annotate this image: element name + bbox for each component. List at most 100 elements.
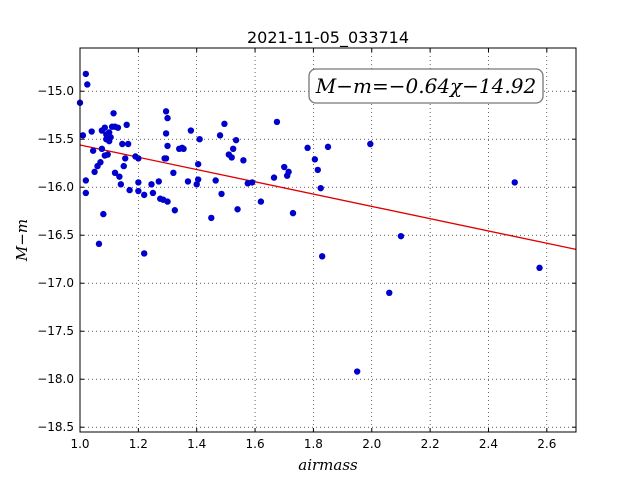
data-point	[317, 184, 324, 192]
data-point	[194, 176, 202, 183]
data-point	[135, 155, 142, 162]
data-point	[289, 209, 297, 217]
data-point	[91, 168, 98, 176]
data-point	[281, 163, 288, 171]
data-point	[184, 178, 192, 185]
data-point	[123, 121, 130, 128]
data-point	[324, 143, 332, 151]
data-point	[240, 157, 247, 164]
x-tick-label: 2.2	[421, 437, 440, 451]
data-point	[386, 289, 393, 296]
fit-annotation: M−m=−0.64χ−14.92	[308, 68, 544, 104]
data-point	[162, 155, 170, 162]
data-point	[311, 156, 319, 163]
annotation-text: M−m=−0.64χ−14.92	[315, 74, 536, 98]
data-point	[84, 81, 91, 88]
x-tick-label: 2.6	[537, 437, 556, 451]
data-point	[111, 169, 119, 176]
data-point	[120, 162, 127, 170]
plot-frame	[79, 47, 577, 433]
data-point	[95, 240, 103, 248]
fit-line	[79, 144, 577, 251]
data-point	[187, 127, 195, 134]
data-point	[107, 134, 114, 141]
x-axis-label: airmass	[298, 456, 358, 474]
y-axis-label: M−m	[13, 219, 31, 262]
x-tick-label: 1.2	[129, 437, 148, 451]
data-points	[76, 70, 543, 375]
data-point	[114, 124, 122, 131]
data-point	[124, 140, 132, 148]
data-point	[110, 110, 117, 117]
data-point	[100, 210, 107, 218]
data-point	[318, 253, 326, 260]
x-tick-label: 1.4	[187, 437, 206, 451]
data-point	[79, 132, 87, 139]
data-point	[511, 179, 518, 186]
data-point	[82, 189, 90, 197]
data-point	[170, 169, 177, 176]
data-point	[164, 114, 171, 122]
annotation-box	[308, 68, 544, 104]
data-point	[116, 173, 123, 180]
x-tick-label: 2.4	[479, 437, 498, 451]
data-point	[536, 264, 543, 272]
data-point	[314, 166, 321, 174]
data-point	[162, 130, 170, 137]
data-point	[194, 160, 202, 168]
data-point	[105, 129, 113, 136]
data-point	[82, 177, 90, 184]
data-point	[193, 181, 200, 188]
data-point	[257, 198, 265, 205]
y-tick-label: −18.5	[37, 420, 74, 434]
y-tick-label: −15.5	[37, 132, 74, 146]
x-tick-label: 1.0	[70, 437, 89, 451]
data-point	[164, 198, 171, 205]
data-point	[196, 136, 203, 143]
data-point	[285, 168, 292, 176]
data-point	[82, 70, 90, 78]
data-point	[367, 140, 374, 148]
data-point	[164, 142, 171, 150]
data-point	[104, 151, 111, 158]
y-tick-label: −16.5	[37, 228, 74, 242]
y-tick-label: −17.5	[37, 324, 74, 338]
data-point	[148, 181, 155, 188]
data-point	[273, 118, 281, 126]
data-point	[140, 191, 148, 199]
data-point	[232, 136, 240, 144]
data-point	[353, 368, 361, 375]
data-point	[126, 186, 133, 194]
y-tick-label: −15.0	[37, 84, 74, 98]
data-point	[135, 187, 142, 195]
data-point	[304, 144, 311, 152]
data-point	[88, 128, 95, 135]
data-point	[229, 145, 237, 152]
data-point	[270, 174, 278, 181]
data-point	[97, 159, 104, 166]
chart-title: 2021-11-05_033714	[247, 28, 409, 48]
data-point	[208, 214, 215, 222]
data-point	[135, 179, 142, 186]
x-tick-label: 1.6	[246, 437, 265, 451]
data-point	[140, 250, 148, 257]
data-point	[98, 145, 106, 152]
data-point	[218, 190, 225, 198]
data-point	[89, 147, 97, 154]
data-point	[117, 181, 125, 188]
data-point	[216, 132, 224, 139]
data-point	[212, 177, 219, 184]
data-point	[228, 154, 235, 161]
x-tick-label: 2.0	[362, 437, 381, 451]
data-point	[171, 207, 179, 214]
data-point	[397, 232, 405, 240]
data-point	[149, 189, 157, 197]
y-tick-label: −17.0	[37, 276, 74, 290]
fit-line-group	[79, 144, 577, 251]
data-point	[180, 145, 187, 152]
data-point	[234, 206, 241, 213]
y-tick-label: −16.0	[37, 180, 74, 194]
data-point	[248, 179, 256, 186]
data-point	[221, 120, 228, 128]
